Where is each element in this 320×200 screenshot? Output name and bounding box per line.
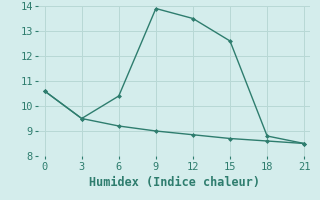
X-axis label: Humidex (Indice chaleur): Humidex (Indice chaleur)	[89, 176, 260, 189]
